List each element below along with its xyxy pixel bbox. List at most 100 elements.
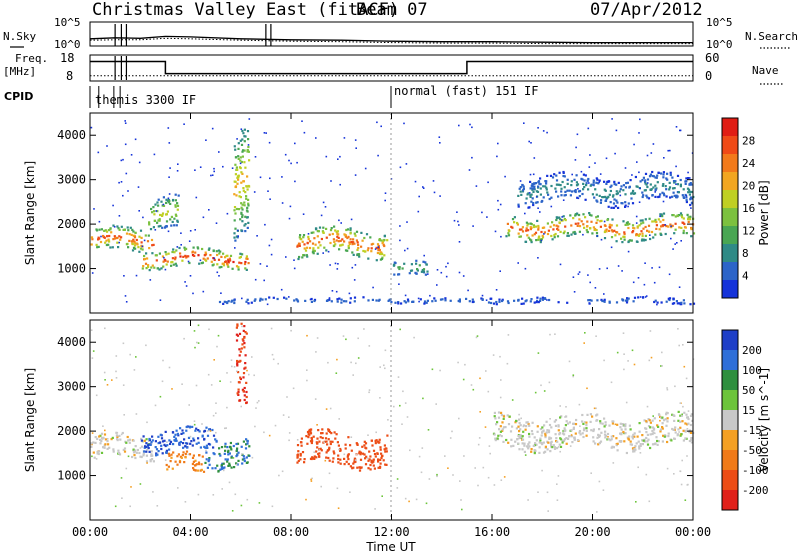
heat-cell-b5 — [374, 439, 377, 442]
heat-cell-b1 — [220, 265, 223, 269]
power-cbar-swatch-4 — [722, 190, 738, 209]
heat-cell-b6 — [690, 235, 693, 238]
heat-cell-b1 — [143, 257, 146, 261]
heat-cell-b0 — [133, 236, 137, 239]
heat-cell-b0 — [129, 226, 132, 229]
heat-cell-b4 — [302, 234, 306, 237]
heat-speckle — [564, 416, 566, 418]
heat-cell-b6 — [659, 220, 662, 223]
heat-cell-b6 — [648, 230, 651, 233]
heat-cell-b6 — [601, 422, 604, 425]
heat-speckle — [138, 161, 141, 164]
heat-cell-b3 — [248, 445, 251, 448]
heat-cell-b6 — [543, 231, 546, 234]
heat-cell-b6 — [662, 434, 665, 437]
heat-cell-b5 — [329, 442, 332, 446]
heat-cell-b6 — [628, 239, 631, 242]
heat-cell-b5 — [321, 436, 324, 440]
heat-cell-b6 — [499, 425, 502, 428]
heat-speckle — [130, 154, 133, 156]
heat-speckle — [622, 332, 625, 334]
heat-cell-b6 — [680, 226, 683, 229]
heat-speckle — [481, 294, 484, 297]
heat-cell-b5 — [415, 272, 418, 275]
heat-cell-b1 — [162, 260, 165, 263]
heat-speckle — [343, 453, 346, 456]
heat-cell-b6 — [570, 435, 573, 438]
heat-speckle — [91, 432, 94, 434]
heat-cell-b0 — [152, 243, 155, 246]
heat-cell-b1 — [217, 249, 220, 252]
heat-cell-b6 — [651, 443, 655, 446]
heat-cell-b1 — [142, 435, 145, 438]
heat-cell-b0 — [138, 451, 141, 455]
heat-cell-b5 — [358, 452, 361, 455]
heat-cell-b4 — [346, 228, 350, 231]
heat-cell-b6 — [574, 222, 577, 225]
heat-cell-b0 — [142, 454, 145, 457]
heat-speckle — [246, 369, 248, 372]
heat-speckle — [343, 137, 346, 139]
heat-cell-b6 — [578, 225, 582, 228]
x-axis: 00:00 04:00 08:00 12:00 16:00 20:00 00:00 — [72, 113, 711, 539]
heat-cell-b3 — [241, 220, 244, 223]
heat-cell-b1 — [231, 267, 234, 270]
heat-cell-b7 — [534, 182, 538, 185]
heat-cell-b8 — [468, 300, 471, 303]
heat-cell-b0 — [102, 446, 105, 449]
heat-speckle — [118, 241, 120, 244]
heat-cell-b3 — [234, 173, 237, 176]
heat-cell-b5 — [379, 465, 382, 468]
heat-cell-b6 — [581, 420, 584, 423]
heat-cell-b8 — [682, 299, 685, 302]
heat-speckle — [194, 169, 196, 171]
heat-cell-b7 — [689, 182, 692, 185]
heat-cell-b6 — [651, 426, 655, 429]
heat-cell-b6 — [511, 218, 515, 221]
heat-speckle — [686, 484, 689, 486]
heat-cell-b4 — [383, 254, 386, 257]
heat-cell-b2 — [161, 204, 164, 207]
heat-cell-b7 — [682, 196, 686, 199]
power-cbar-swatch-1 — [722, 136, 738, 155]
heat-cell-b5 — [321, 432, 324, 435]
heat-cell-b8 — [304, 299, 307, 302]
heat-cell-b8 — [608, 301, 611, 304]
heat-speckle — [535, 196, 538, 198]
heat-cell-b7 — [651, 174, 654, 178]
heat-speckle — [248, 118, 251, 120]
heat-cell-b3 — [233, 232, 236, 235]
heat-cell-b1 — [181, 259, 184, 262]
heat-cell-b7 — [605, 182, 608, 185]
heat-speckle — [294, 142, 296, 145]
heat-speckle — [161, 380, 164, 383]
heat-cell-b5 — [422, 270, 425, 273]
heat-cell-b6 — [655, 436, 658, 439]
heat-speckle — [193, 423, 196, 426]
heat-cell-b6 — [641, 234, 644, 238]
heat-cell-b6 — [521, 230, 525, 233]
heat-cell-b1 — [247, 262, 250, 265]
heat-cell-b0 — [115, 434, 118, 437]
heat-speckle — [445, 265, 447, 268]
heat-cell-b7 — [645, 194, 648, 197]
heat-speckle — [328, 297, 331, 299]
heat-cell-b7 — [687, 188, 691, 191]
heat-speckle — [654, 432, 656, 435]
heat-cell-b1 — [220, 255, 223, 258]
heat-speckle — [417, 210, 420, 213]
heat-cell-b6 — [502, 440, 505, 443]
heat-cell-b6 — [679, 414, 682, 417]
heat-speckle — [112, 204, 114, 207]
heat-cell-b6 — [537, 224, 540, 228]
heat-cell-b8 — [521, 297, 524, 300]
heat-cell-b3 — [230, 466, 233, 469]
heat-cell-b1 — [195, 442, 198, 445]
heat-speckle — [570, 434, 573, 436]
heat-speckle — [575, 146, 577, 149]
heat-speckle — [116, 432, 119, 434]
heat-cell-b5 — [319, 447, 322, 450]
heat-cell-b6 — [592, 226, 595, 229]
heat-cell-b6 — [676, 433, 679, 436]
heat-cell-b6 — [644, 238, 647, 242]
